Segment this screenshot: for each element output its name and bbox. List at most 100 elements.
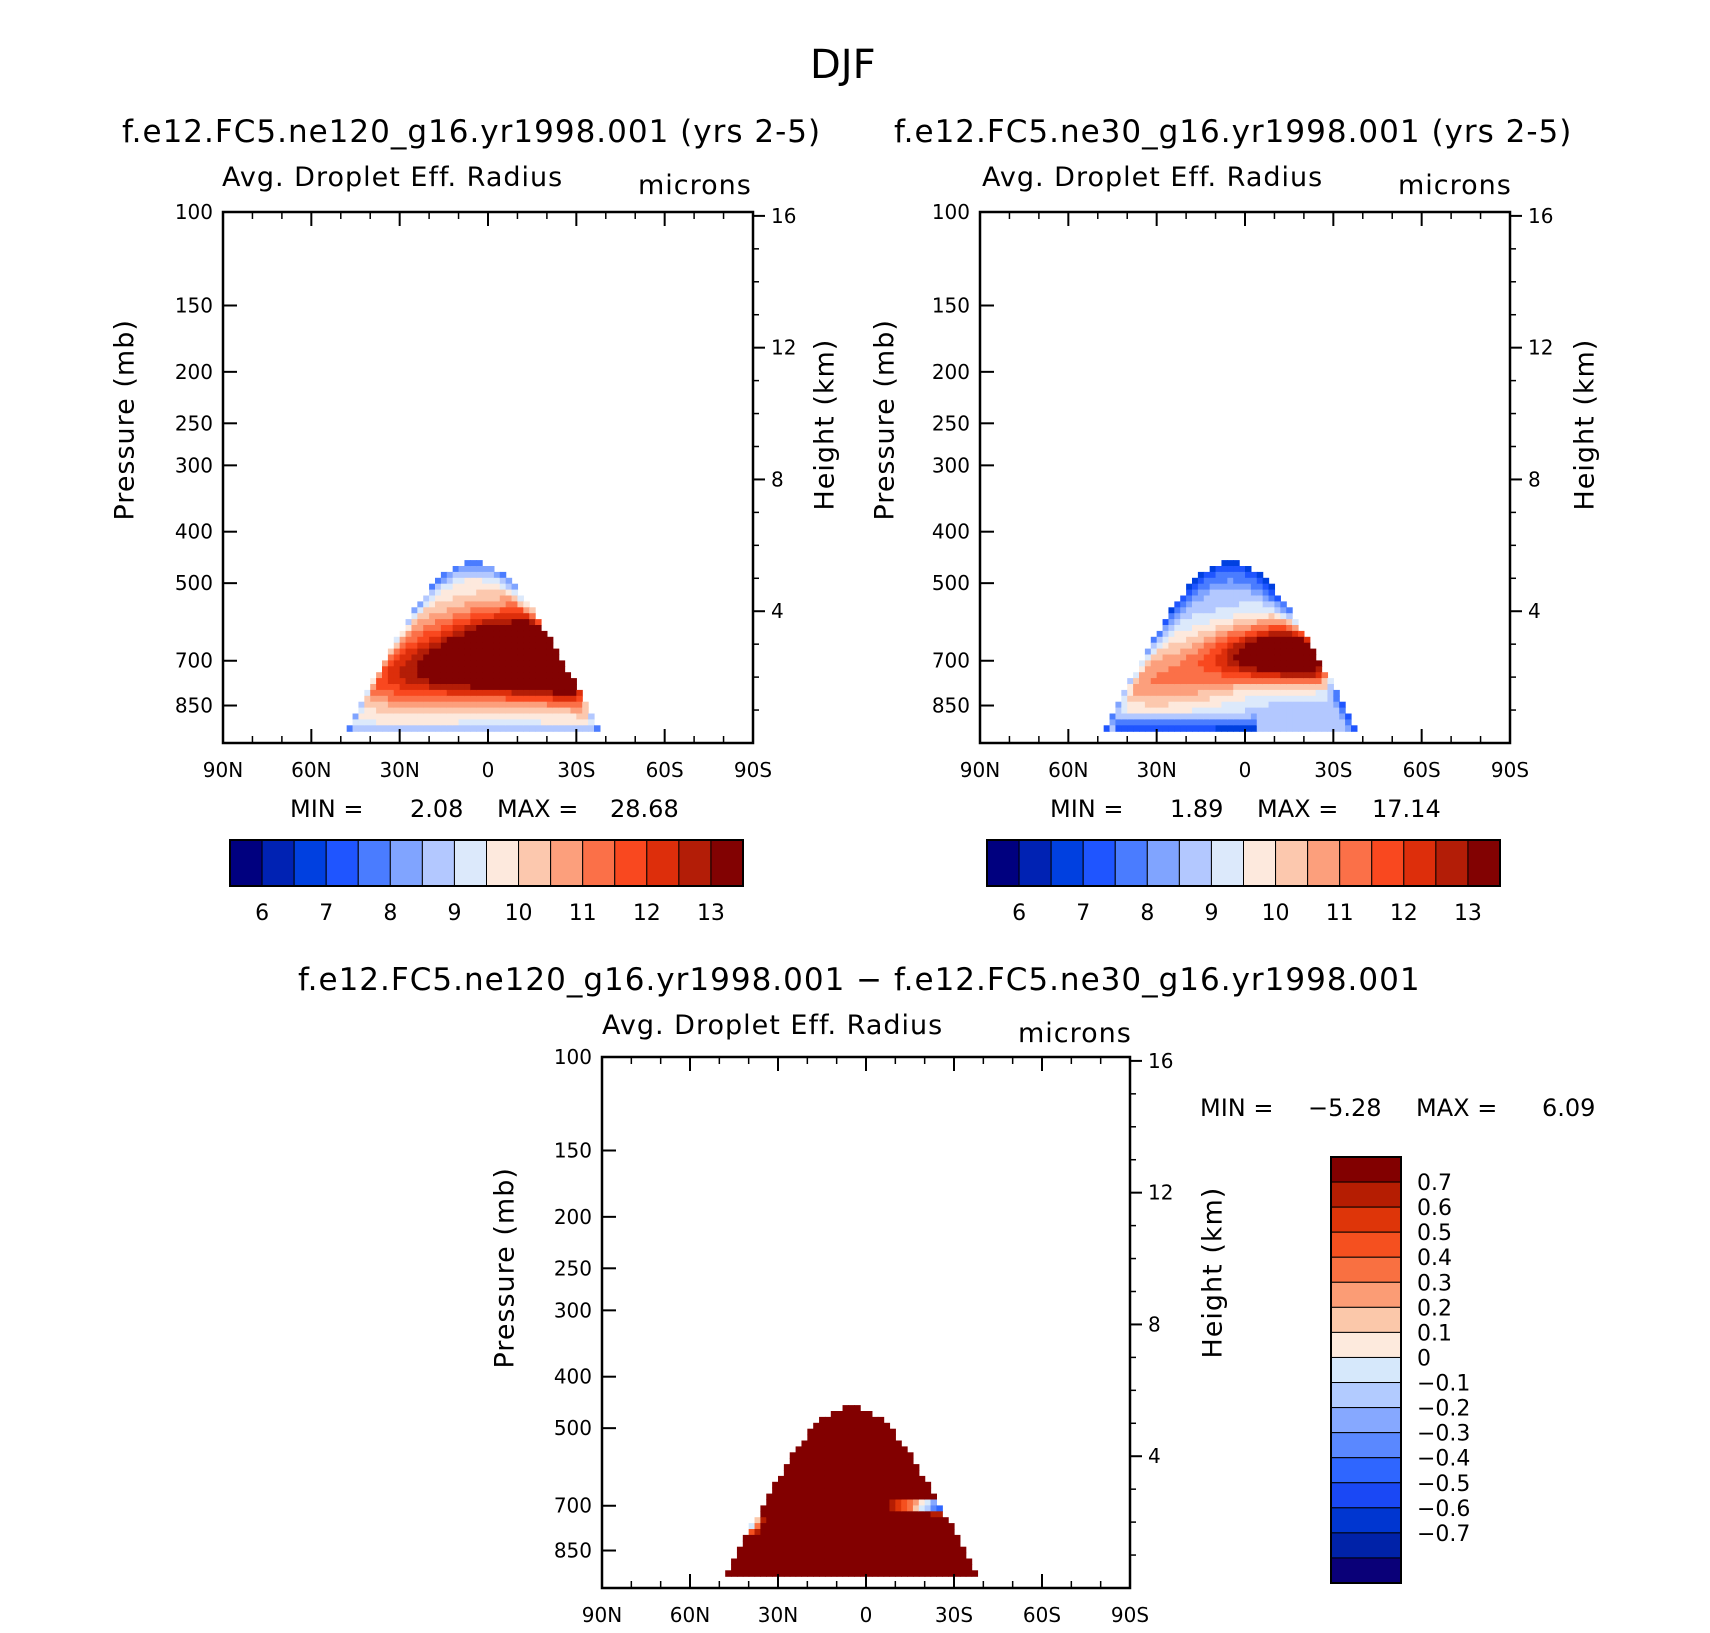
panel2-cell (1174, 719, 1181, 726)
panel2-cell (1174, 660, 1181, 667)
panel2-cell (1192, 707, 1199, 715)
panel3-cell (830, 1493, 838, 1501)
panel1-cell (417, 689, 424, 697)
panel2-cell (1345, 713, 1352, 720)
panel3-cell (725, 1570, 732, 1577)
panel3-cell (866, 1446, 873, 1453)
panel1-cell (429, 678, 436, 685)
panel2-cell (1280, 607, 1287, 614)
panel1-cell (446, 642, 454, 650)
panel1-cell (399, 630, 407, 638)
panel1-cell (423, 642, 430, 650)
panel1-cell (517, 684, 524, 691)
panel2-cell (1256, 725, 1264, 732)
panel3-cell (936, 1564, 943, 1571)
panel3-cell (848, 1475, 855, 1483)
panel3-cell (883, 1570, 891, 1577)
panel1-cell (423, 713, 430, 720)
panel3-cell (918, 1540, 926, 1548)
panel3-cell (789, 1499, 797, 1506)
panel2-cell (1274, 619, 1281, 626)
panel2-cell (1144, 684, 1152, 691)
panel2-cell (1168, 666, 1175, 673)
panel2-cell (1203, 660, 1211, 667)
panel1-cell (446, 625, 454, 632)
panel2-cell (1250, 689, 1258, 697)
panel1-cell (493, 571, 501, 579)
panel1-cell (405, 660, 413, 667)
panel3-cell (842, 1464, 849, 1471)
panel1-cell (541, 725, 548, 732)
panel2-cell (1156, 648, 1164, 656)
panel1-cell (529, 725, 536, 732)
panel2-cell (1256, 713, 1264, 720)
panel3-ytick-right-label: 12 (1148, 1181, 1173, 1205)
panel1-cell (464, 660, 471, 667)
panel3-cell (813, 1487, 820, 1495)
panel3-cell (842, 1540, 849, 1548)
panel2-cell (1280, 719, 1287, 726)
panel1-cell (399, 666, 407, 673)
panel1-cell (564, 719, 572, 726)
panel3-cell (783, 1564, 791, 1571)
panel3-cell (883, 1487, 891, 1495)
panel3-cell (830, 1470, 838, 1477)
panel1-cell (370, 701, 377, 709)
panel3-cell (918, 1487, 926, 1495)
panel2-cell (1221, 613, 1228, 620)
panel3-cell (760, 1517, 767, 1524)
panel1-cell (546, 636, 554, 644)
panel1-cell (541, 672, 548, 679)
panel1-cell (423, 613, 430, 620)
panel3-cell (807, 1452, 814, 1459)
panel3-cell (912, 1487, 920, 1495)
panel2-cell (1233, 689, 1240, 697)
panel1-cell (517, 625, 524, 632)
panel1-cell (405, 630, 413, 638)
panel3-colorbar-swatch (1330, 1156, 1402, 1183)
panel3-cell (795, 1558, 803, 1565)
panel3-cell (795, 1493, 803, 1501)
panel2-cell (1197, 672, 1205, 679)
panel2-cell (1162, 707, 1170, 715)
panel3-cell (807, 1517, 814, 1524)
panel2-cell (1197, 684, 1205, 691)
panel3-cell (860, 1529, 867, 1536)
panel1-cell (446, 648, 454, 656)
panel2-cell (1197, 648, 1205, 656)
panel1-cell (429, 589, 436, 597)
panel1-cell (482, 701, 489, 709)
panel2-cell (1150, 642, 1158, 650)
panel2-cell (1256, 642, 1264, 650)
panel2-cell (1327, 689, 1334, 697)
panel3-cell (907, 1470, 914, 1477)
panel2-cell (1144, 713, 1152, 720)
panel2-ytick-right-label: 12 (1528, 336, 1553, 360)
panel3-cell (948, 1534, 955, 1542)
panel3-cell (789, 1546, 797, 1554)
panel2-cell (1203, 601, 1211, 608)
panel2-cell (1221, 607, 1228, 614)
panel3-cell (836, 1428, 844, 1436)
panel3-cell (824, 1464, 832, 1471)
panel3-cell (819, 1458, 826, 1465)
panel1-cell (464, 725, 471, 732)
panel3-cell (772, 1552, 779, 1560)
panel3-cell (895, 1564, 902, 1571)
panel3-cell (924, 1517, 932, 1524)
panel3-cell (889, 1464, 896, 1471)
panel3-cell (877, 1446, 885, 1453)
panel1-cell (458, 689, 466, 697)
panel2-cell (1209, 613, 1217, 620)
panel2-colorbar-swatch (1114, 839, 1148, 887)
panel1-cell (511, 595, 519, 602)
panel2-cell (1250, 613, 1258, 620)
panel3-cell (824, 1499, 832, 1506)
panel3-cell (830, 1499, 838, 1506)
panel3-cell (830, 1540, 838, 1548)
panel1-cell (470, 560, 477, 567)
panel1-cell (529, 707, 536, 715)
panel3-cell (877, 1529, 885, 1536)
panel1-cell (482, 666, 489, 673)
panel3-cell (930, 1558, 937, 1565)
